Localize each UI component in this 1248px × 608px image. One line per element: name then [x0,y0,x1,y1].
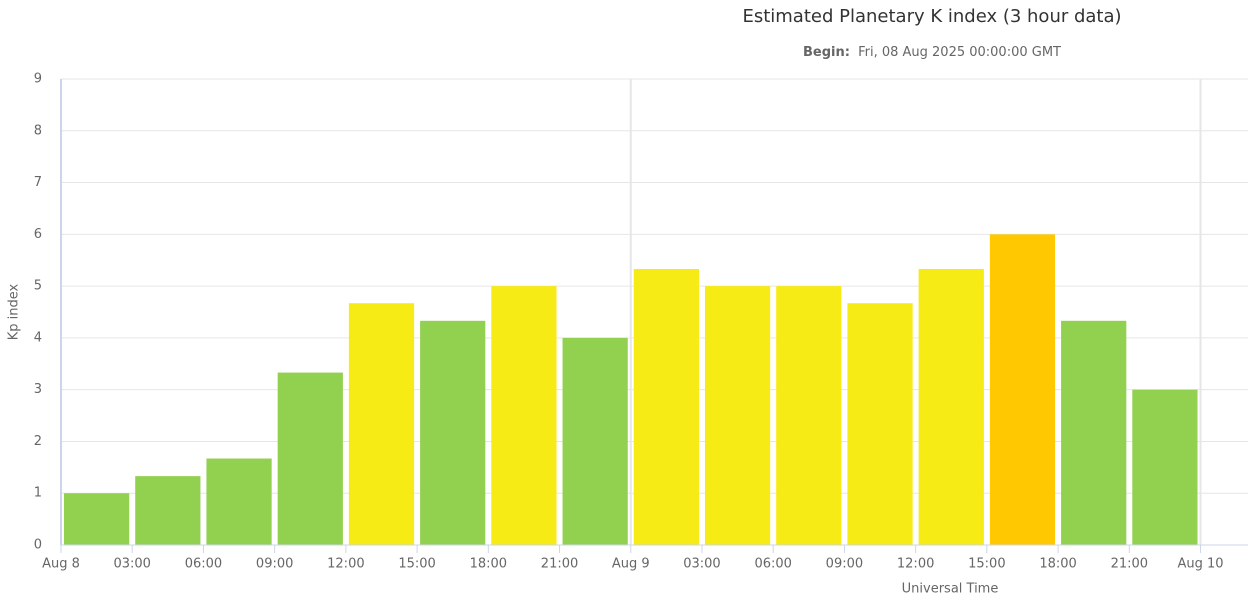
y-tick-label: 0 [34,538,42,553]
bar [135,476,201,545]
x-axis-label: Universal Time [902,582,999,597]
x-tick-label: 03:00 [113,557,150,572]
bar [420,320,486,545]
y-axis-label: Kp index [7,283,22,340]
x-tick-label: Aug 10 [1177,557,1223,572]
x-tick-label: Aug 8 [42,557,80,572]
y-tick-label: 8 [34,123,42,138]
x-tick-label: 18:00 [470,557,507,572]
subtitle-label: Begin: [803,45,850,60]
x-tick-label: 21:00 [1111,557,1148,572]
x-tick-label: 21:00 [541,557,578,572]
bar [989,234,1056,546]
chart-subtitle: Begin: Fri, 08 Aug 2025 00:00:00 GMT [803,45,1061,60]
bar [1132,389,1198,545]
bar [918,269,984,545]
bar [1061,320,1127,545]
chart-title: Estimated Planetary K index (3 hour data… [742,6,1121,27]
y-tick-label: 4 [34,330,42,345]
x-tick-label: 09:00 [826,557,863,572]
bar [206,458,272,545]
bar [64,493,130,545]
y-tick-label: 2 [34,434,42,449]
x-tick-label: 09:00 [256,557,293,572]
bar [562,337,628,545]
y-tick-label: 3 [34,382,42,397]
y-tick-label: 7 [34,175,42,190]
bar [776,286,842,545]
y-tick-label: 1 [34,486,42,501]
x-tick-label: Aug 9 [612,557,650,572]
x-tick-label: 06:00 [185,557,222,572]
bar [277,372,343,545]
x-tick-label: 12:00 [327,557,364,572]
x-tick-label: 03:00 [683,557,720,572]
x-tick-label: 15:00 [398,557,435,572]
bar [633,269,699,545]
x-tick-label: 06:00 [754,557,791,572]
y-tick-label: 9 [34,72,42,87]
bar [704,286,771,545]
y-tick-label: 6 [34,227,42,242]
bar [491,286,557,545]
bar [847,303,913,545]
x-tick-label: 12:00 [897,557,934,572]
x-tick-label: 18:00 [1039,557,1076,572]
x-tick-label: 15:00 [968,557,1005,572]
subtitle-text: Fri, 08 Aug 2025 00:00:00 GMT [858,45,1061,60]
bar [348,303,415,545]
y-tick-label: 5 [34,279,42,294]
